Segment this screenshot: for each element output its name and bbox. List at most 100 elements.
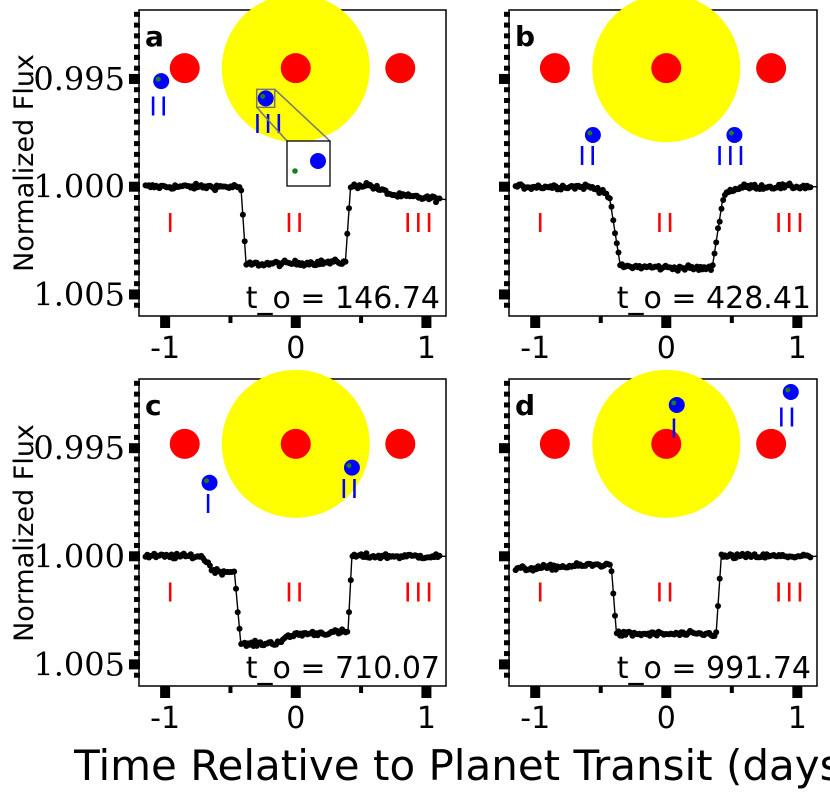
y-minor-tick <box>504 640 510 646</box>
y-minor-tick <box>134 54 140 60</box>
y-minor-tick <box>504 597 510 603</box>
data-point <box>807 554 814 561</box>
y-minor-tick <box>504 54 510 60</box>
y-minor-tick <box>504 532 510 538</box>
data-point <box>239 211 246 218</box>
y-minor-tick <box>504 216 510 222</box>
y-minor-tick <box>504 510 510 516</box>
submoon <box>260 93 266 99</box>
y-minor-tick <box>134 108 140 114</box>
y-minor-tick <box>134 413 140 419</box>
y-minor-tick <box>134 44 140 50</box>
planet-III <box>385 53 416 84</box>
y-major-tick <box>129 443 140 454</box>
y-minor-tick <box>134 467 140 473</box>
x-tick-label: -1 <box>520 331 550 366</box>
data-point <box>709 262 716 269</box>
data-point <box>342 258 349 265</box>
y-minor-tick <box>134 672 140 678</box>
planet-III <box>756 53 787 84</box>
submoon <box>671 400 677 406</box>
y-minor-tick <box>134 640 140 646</box>
x-major-tick <box>530 316 541 328</box>
y-minor-tick <box>504 173 510 179</box>
y-minor-tick <box>504 424 510 430</box>
x-major-tick <box>421 316 432 328</box>
panel-letter: b <box>515 20 535 53</box>
y-minor-tick <box>134 281 140 287</box>
x-axis-title: Time Relative to Planet Transit (days) <box>73 741 830 790</box>
moon <box>726 126 743 143</box>
planet-II <box>651 428 682 459</box>
region-label: III <box>404 579 436 609</box>
y-minor-tick <box>504 478 510 484</box>
y-minor-tick <box>504 542 510 548</box>
inset-submoon <box>292 168 298 174</box>
y-minor-tick <box>504 151 510 157</box>
inset-connector <box>256 106 288 142</box>
data-points <box>142 550 443 649</box>
y-minor-tick <box>504 521 510 527</box>
y-minor-tick <box>134 575 140 581</box>
data-point <box>610 590 617 597</box>
y-major-tick <box>499 181 510 192</box>
y-minor-tick <box>134 456 140 462</box>
data-point <box>716 218 723 225</box>
region-label: I <box>166 579 177 609</box>
data-point <box>346 205 352 212</box>
y-minor-tick <box>134 248 140 254</box>
y-minor-tick <box>504 87 510 93</box>
x-major-tick <box>661 686 672 698</box>
data-point <box>720 197 727 203</box>
moon <box>201 474 218 491</box>
y-minor-tick <box>504 205 510 211</box>
moon-position-label: II <box>578 142 599 172</box>
data-point <box>718 205 725 212</box>
y-minor-tick <box>504 22 510 28</box>
y-minor-tick <box>134 130 140 136</box>
y-minor-tick <box>134 302 140 308</box>
y-minor-tick <box>504 499 510 505</box>
y-major-tick <box>499 659 510 670</box>
moon-position-label: II <box>777 404 798 434</box>
y-minor-tick <box>504 227 510 233</box>
y-minor-tick <box>504 629 510 635</box>
data-point <box>344 230 351 237</box>
y-minor-tick <box>504 391 510 397</box>
region-label: I <box>166 209 177 239</box>
y-minor-tick <box>134 119 140 125</box>
y-minor-tick <box>134 151 140 157</box>
data-point <box>436 195 443 202</box>
data-point <box>346 609 352 616</box>
data-point <box>715 603 721 609</box>
planet-III <box>756 428 787 459</box>
y-minor-tick <box>504 162 510 168</box>
y-minor-tick <box>504 607 510 613</box>
region-label: II <box>285 209 306 239</box>
data-point <box>238 187 245 194</box>
inset-source-box <box>255 88 276 109</box>
data-point <box>234 609 241 616</box>
moon-position-label: I <box>204 490 215 520</box>
x-tick-label: 1 <box>417 701 436 736</box>
data-point <box>716 575 723 582</box>
data-point <box>344 628 351 635</box>
y-major-tick <box>129 659 140 670</box>
planet-II <box>651 53 682 84</box>
y-minor-tick <box>504 44 510 50</box>
x-major-tick <box>792 686 803 698</box>
planet-III <box>385 428 416 459</box>
y-tick-label: 1.000 <box>33 537 125 575</box>
x-tick-label: 1 <box>788 331 807 366</box>
y-major-tick <box>129 289 140 300</box>
y-minor-tick <box>134 607 140 613</box>
panel-letter: d <box>515 389 535 422</box>
data-point <box>231 568 238 575</box>
y-minor-tick <box>504 238 510 244</box>
x-major-tick <box>160 686 171 698</box>
y-minor-tick <box>504 434 510 440</box>
moon-position-label: I <box>670 414 681 444</box>
y-minor-tick <box>134 11 140 17</box>
region-label: II <box>656 579 677 609</box>
